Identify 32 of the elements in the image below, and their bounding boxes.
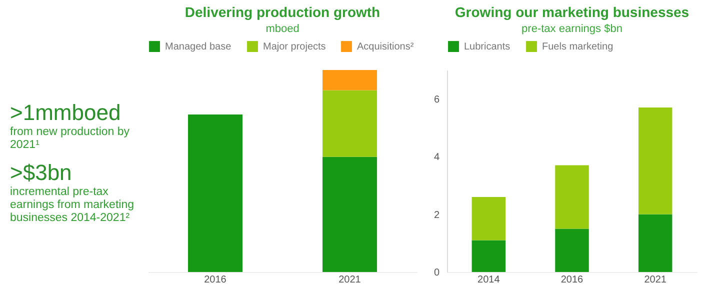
- bar: [188, 114, 242, 272]
- x-tick-label: 2016: [560, 274, 584, 286]
- legend-label: Lubricants: [464, 42, 510, 53]
- bar: [638, 214, 672, 272]
- y-tick-label: 0: [434, 268, 440, 278]
- legend-label: Managed base: [165, 42, 232, 53]
- bar: [472, 196, 506, 240]
- x-tick-label: 2021: [338, 274, 362, 286]
- chart-subtitle: mboed: [266, 23, 300, 35]
- text: incremental pre-tax earnings from marketing businesses 2014-2021²: [10, 186, 135, 225]
- bar: [322, 156, 377, 272]
- y-tick-label: 6: [434, 94, 440, 106]
- bar: [555, 165, 589, 229]
- legend-label: Fuels marketing: [542, 42, 614, 53]
- chart-subtitle: pre-tax earnings $bn: [522, 23, 622, 35]
- chart-title: Growing our marketing businesses: [454, 4, 690, 20]
- bar: [322, 70, 377, 90]
- x-tick-label: 2021: [644, 274, 667, 286]
- legend-label: Acquisitions²: [357, 42, 414, 53]
- bar: [638, 108, 672, 214]
- chart-title: Delivering production growth: [184, 4, 380, 20]
- y-tick-label: 2: [434, 210, 440, 221]
- bar: [472, 240, 506, 272]
- legend-label: Major projects: [263, 42, 326, 53]
- text: >$3bn: [10, 160, 73, 186]
- x-tick-label: 2014: [478, 274, 500, 286]
- bar: [322, 90, 377, 157]
- text: from new production by 2021¹: [10, 126, 131, 152]
- x-tick-label: 2016: [204, 274, 227, 286]
- bar: [555, 228, 589, 272]
- text: >1mmboed: [10, 100, 122, 126]
- y-tick-label: 4: [434, 152, 440, 164]
